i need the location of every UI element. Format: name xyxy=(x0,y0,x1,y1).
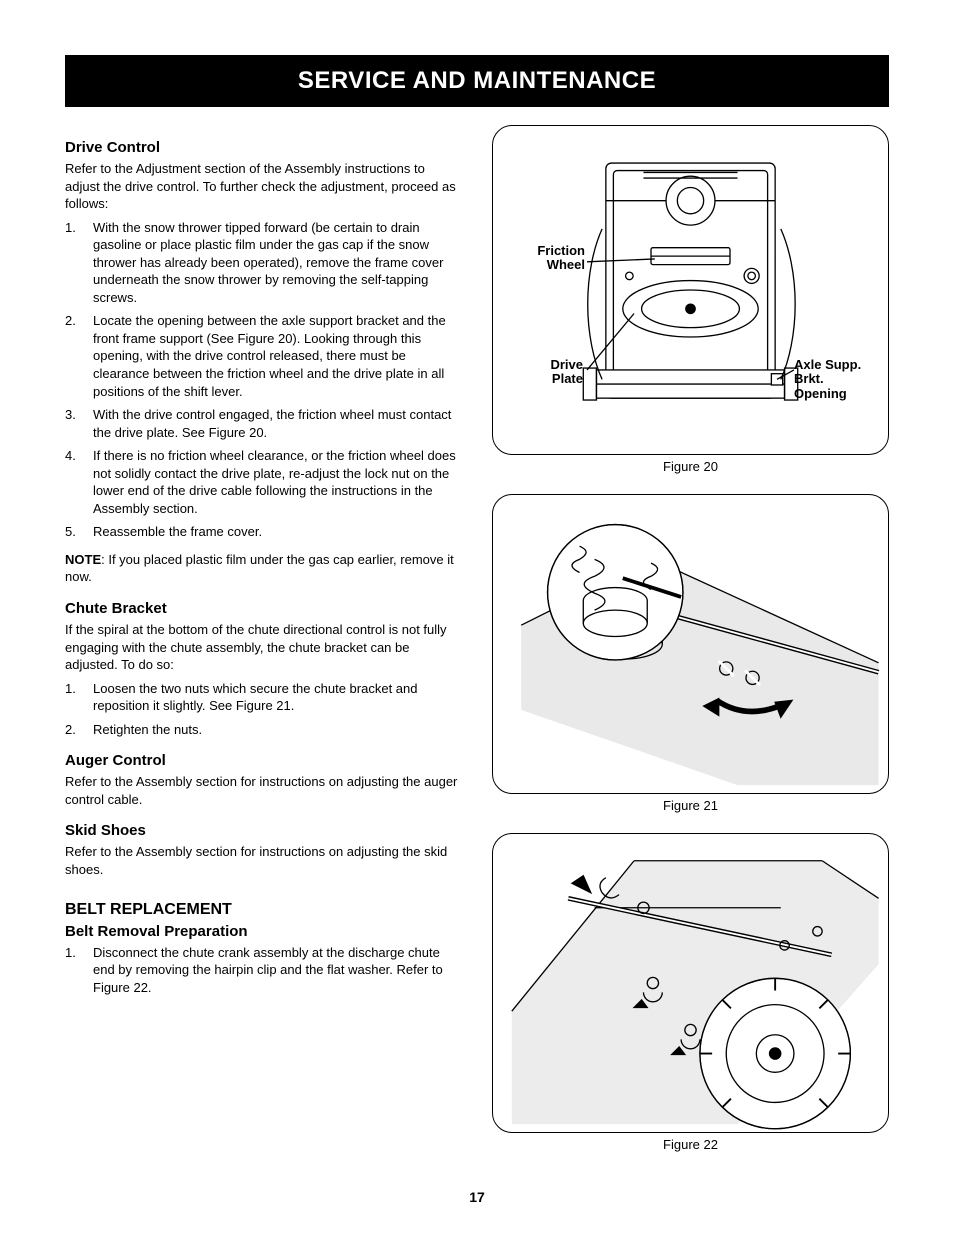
fig20-label-axle-supp: Axle Supp. Brkt. Opening xyxy=(794,358,874,401)
list-item: 3.With the drive control engaged, the fr… xyxy=(65,406,462,441)
figure-21-diagram xyxy=(493,495,888,793)
page-container: SERVICE AND MAINTENANCE Drive Control Re… xyxy=(0,0,954,1192)
list-item: 1.Disconnect the chute crank assembly at… xyxy=(65,944,462,997)
drive-control-steps: 1.With the snow thrower tipped forward (… xyxy=(65,219,462,541)
figure-21-box xyxy=(492,494,889,794)
belt-replacement-heading: BELT REPLACEMENT xyxy=(65,901,462,919)
figure-20-caption: Figure 20 xyxy=(492,459,889,474)
figure-22-diagram xyxy=(493,834,888,1132)
list-item: 5.Reassemble the frame cover. xyxy=(65,523,462,541)
note-label: NOTE xyxy=(65,552,101,567)
skid-shoes-text: Refer to the Assembly section for instru… xyxy=(65,843,462,878)
belt-removal-steps: 1.Disconnect the chute crank assembly at… xyxy=(65,944,462,997)
drive-control-intro: Refer to the Adjustment section of the A… xyxy=(65,160,462,213)
page-number: 17 xyxy=(0,1189,954,1205)
belt-removal-prep-heading: Belt Removal Preparation xyxy=(65,923,462,940)
figure-20-diagram xyxy=(493,126,888,454)
figure-20-box: Friction Wheel Drive Plate Axle Supp. Br… xyxy=(492,125,889,455)
drive-control-note: NOTE: If you placed plastic film under t… xyxy=(65,551,462,586)
skid-shoes-heading: Skid Shoes xyxy=(65,822,462,839)
drive-control-heading: Drive Control xyxy=(65,139,462,156)
list-item: 1.With the snow thrower tipped forward (… xyxy=(65,219,462,307)
figure-21-caption: Figure 21 xyxy=(492,798,889,813)
chute-bracket-steps: 1.Loosen the two nuts which secure the c… xyxy=(65,680,462,739)
figure-22-box xyxy=(492,833,889,1133)
auger-control-text: Refer to the Assembly section for instru… xyxy=(65,773,462,808)
left-column: Drive Control Refer to the Adjustment se… xyxy=(65,125,462,1152)
list-item: 2.Locate the opening between the axle su… xyxy=(65,312,462,400)
page-title: SERVICE AND MAINTENANCE xyxy=(298,67,656,94)
two-column-layout: Drive Control Refer to the Adjustment se… xyxy=(65,125,889,1152)
figure-22-caption: Figure 22 xyxy=(492,1137,889,1152)
chute-bracket-intro: If the spiral at the bottom of the chute… xyxy=(65,621,462,674)
fig20-label-drive-plate: Drive Plate xyxy=(521,358,583,387)
list-item: 4.If there is no friction wheel clearanc… xyxy=(65,447,462,517)
fig20-label-friction-wheel: Friction Wheel xyxy=(515,244,585,273)
auger-control-heading: Auger Control xyxy=(65,752,462,769)
page-title-bar: SERVICE AND MAINTENANCE xyxy=(65,55,889,107)
note-text: : If you placed plastic film under the g… xyxy=(65,552,454,585)
chute-bracket-heading: Chute Bracket xyxy=(65,600,462,617)
list-item: 2.Retighten the nuts. xyxy=(65,721,462,739)
list-item: 1.Loosen the two nuts which secure the c… xyxy=(65,680,462,715)
right-column: Friction Wheel Drive Plate Axle Supp. Br… xyxy=(492,125,889,1152)
